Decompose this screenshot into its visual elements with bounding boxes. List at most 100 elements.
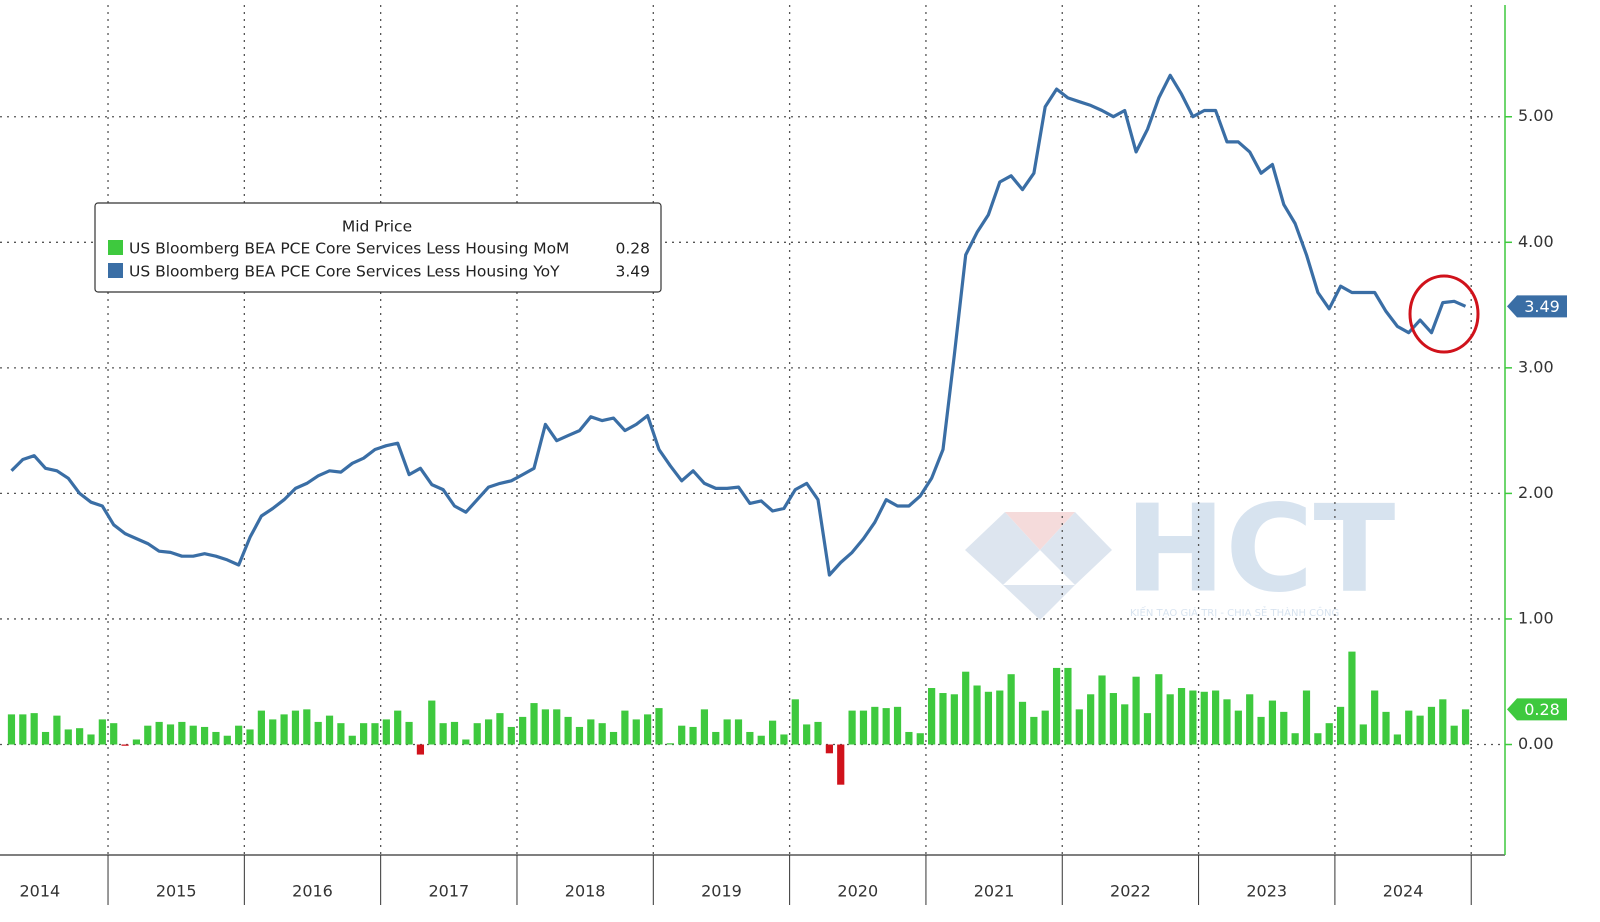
bar (814, 721, 822, 745)
bar (348, 735, 356, 745)
logo-shape (1040, 512, 1112, 585)
bar (132, 739, 141, 745)
bar (655, 708, 663, 745)
watermark-tagline: KIẾN TẠO GIÁ TRỊ - CHIA SẺ THÀNH CÔNG (1130, 605, 1339, 619)
bar (428, 700, 436, 745)
bar (314, 721, 322, 745)
bar (780, 734, 788, 745)
bar (939, 693, 947, 745)
x-tick-label: 2021 (974, 882, 1015, 901)
bar (280, 714, 288, 745)
bar (1439, 699, 1447, 745)
bar (450, 721, 459, 745)
bar (564, 716, 572, 745)
bar (519, 716, 527, 745)
x-tick-label: 2014 (20, 882, 61, 901)
bar (1325, 723, 1333, 745)
bar (360, 723, 368, 745)
plot: 0.00 1.00 2.00 3.00 4.00 5.00 2014 2015 2016 2017… (0, 5, 1567, 905)
bar (246, 729, 254, 745)
bar (1189, 690, 1197, 745)
bar (644, 714, 652, 745)
line (10, 73, 1467, 577)
watermark: HCT KIẾN TẠO GIÁ TRỊ - CHIA SẺ THÀNH CÔN… (965, 481, 1395, 620)
bar (1132, 676, 1140, 745)
bar (803, 724, 811, 745)
bar (689, 726, 697, 745)
logo-shape (1003, 585, 1075, 620)
bar (609, 731, 618, 745)
bar (416, 744, 425, 755)
legend-swatch (108, 263, 123, 278)
bar (371, 723, 379, 745)
bar (825, 744, 833, 754)
bar (269, 719, 277, 745)
bar (507, 726, 515, 745)
watermark-text: HCT (1125, 481, 1395, 620)
bar (996, 690, 1004, 745)
bar (189, 725, 197, 745)
bar (496, 713, 504, 745)
bar (110, 723, 118, 745)
legend-box (94, 202, 662, 293)
bar (235, 725, 243, 745)
bar (87, 734, 95, 745)
bar (530, 703, 538, 745)
x-tick-label: 2023 (1246, 882, 1287, 901)
bar (1302, 690, 1311, 745)
highlight-circle (1408, 274, 1480, 354)
bar (1098, 675, 1106, 745)
bar (144, 725, 152, 745)
bar (905, 731, 913, 745)
bar (462, 739, 470, 745)
bar (1109, 693, 1117, 745)
bar (382, 719, 390, 745)
bar (1223, 699, 1231, 745)
value-tag-label: 0.28 (1524, 700, 1560, 719)
y-tick-label: 3.00 (1518, 357, 1554, 376)
y-tick-label: 0.00 (1518, 734, 1554, 753)
bar (30, 713, 38, 745)
bar (1087, 694, 1095, 745)
bar (1018, 701, 1027, 745)
bar (53, 715, 61, 745)
bar (166, 724, 175, 745)
bar (325, 715, 334, 745)
bar (1450, 725, 1458, 745)
bar (1166, 694, 1174, 745)
legend-label: US Bloomberg BEA PCE Core Services Less … (129, 263, 560, 281)
bar (1246, 694, 1254, 745)
bar (200, 726, 209, 745)
bar (1143, 713, 1152, 745)
bar (1280, 711, 1288, 745)
bar (1405, 710, 1413, 745)
value-tag (1507, 698, 1567, 721)
bar (984, 691, 993, 745)
bar (1382, 711, 1390, 745)
bar (7, 714, 16, 745)
bar (1234, 710, 1242, 745)
bar (768, 720, 777, 745)
bar (666, 743, 674, 745)
bar (1359, 724, 1367, 745)
bar (1121, 704, 1129, 745)
y-tick-label: 1.00 (1518, 608, 1554, 627)
bar (950, 694, 958, 745)
bar (1371, 690, 1379, 745)
bar (962, 671, 970, 745)
bar (1416, 715, 1424, 745)
bar (19, 714, 27, 745)
bar (541, 709, 549, 745)
legend-value: 0.28 (615, 240, 650, 258)
bar (303, 709, 311, 745)
bar (848, 710, 856, 745)
bar (712, 731, 720, 745)
bar (1200, 691, 1208, 745)
bar (1427, 706, 1436, 745)
legend-title: Mid Price (342, 218, 412, 236)
bar (257, 710, 265, 745)
bar (916, 733, 924, 745)
x-tick-label: 2024 (1383, 882, 1424, 901)
x-tick-label: 2022 (1110, 882, 1151, 901)
